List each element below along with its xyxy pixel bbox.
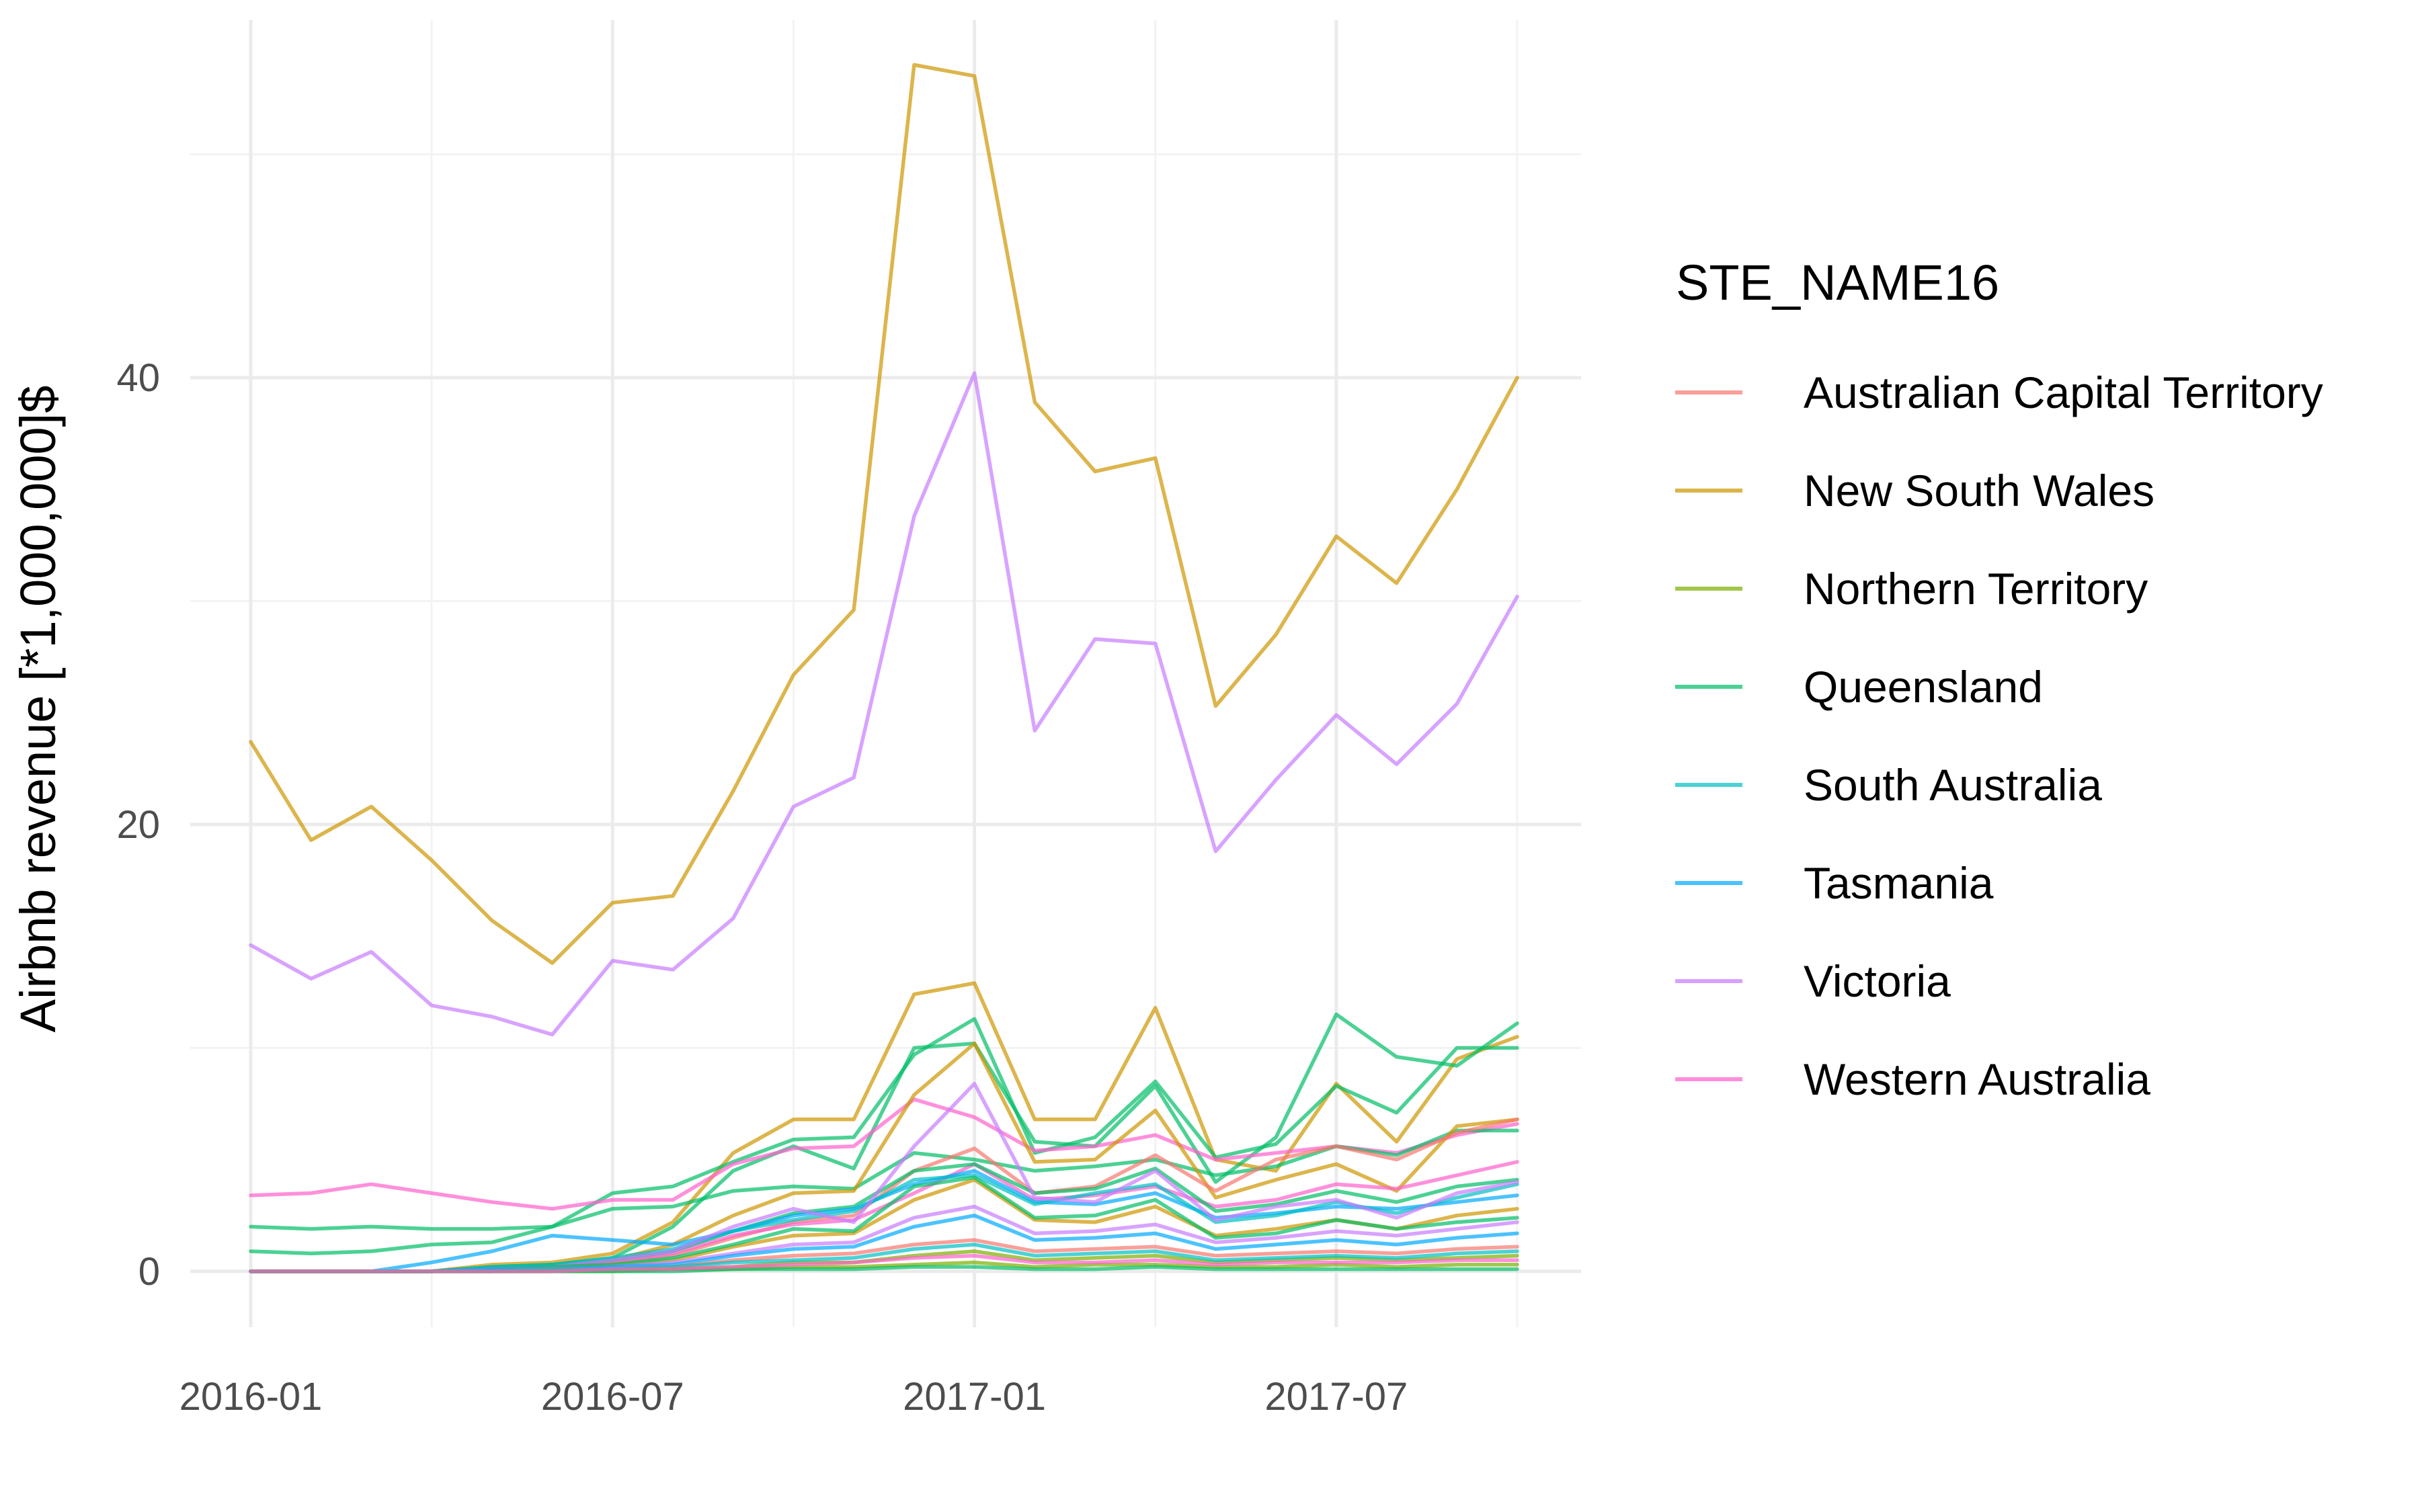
legend-entry: New South Wales [1675, 466, 2154, 515]
x-tick-label: 2016-07 [541, 1375, 684, 1419]
minor-gridlines [190, 20, 1581, 1327]
major-gridlines [190, 20, 1581, 1327]
legend-label: Western Australia [1804, 1054, 2150, 1104]
x-tick-label: 2017-07 [1264, 1375, 1408, 1419]
series-line [249, 1017, 1519, 1231]
series-line [249, 371, 1519, 1037]
series-line [249, 62, 1519, 965]
legend-label: Australian Capital Territory [1804, 368, 2323, 417]
legend-entry: Western Australia [1675, 1054, 2150, 1104]
legend-label: Victoria [1804, 956, 1951, 1006]
legend-entry: Northern Territory [1675, 564, 2148, 614]
legend-entry: South Australia [1675, 760, 2102, 810]
legend: STE_NAME16 Australian Capital Territory N… [1675, 255, 2323, 1104]
legend-label: Northern Territory [1804, 564, 2148, 614]
legend-entry: Queensland [1675, 662, 2043, 712]
series-line [249, 1128, 1519, 1256]
y-tick-label: 0 [138, 1250, 160, 1294]
legend-title: STE_NAME16 [1676, 255, 1999, 310]
series-line [249, 1097, 1519, 1211]
y-axis-title: Airbnb revenue [*1,000,000]$ [10, 386, 66, 1033]
x-tick-label: 2016-01 [179, 1375, 323, 1419]
x-axis-tick-labels: 2016-01 2016-07 2017-01 2017-07 [179, 1375, 1408, 1419]
legend-label: Tasmania [1804, 858, 1994, 908]
x-tick-label: 2017-01 [903, 1375, 1046, 1419]
legend-label: South Australia [1804, 760, 2102, 810]
legend-label: New South Wales [1804, 466, 2154, 515]
legend-entry: Victoria [1675, 956, 1951, 1006]
y-tick-label: 40 [116, 356, 160, 400]
chart-series [249, 62, 1519, 1273]
y-axis-tick-labels: 0 20 40 [116, 356, 160, 1294]
legend-entry: Australian Capital Territory [1675, 368, 2323, 417]
y-tick-label: 20 [116, 803, 160, 847]
series-line [249, 1253, 1519, 1273]
legend-entry: Tasmania [1675, 858, 1994, 908]
legend-label: Queensland [1804, 662, 2043, 712]
legend-entries: Australian Capital Territory New South Wa… [1675, 368, 2323, 1104]
